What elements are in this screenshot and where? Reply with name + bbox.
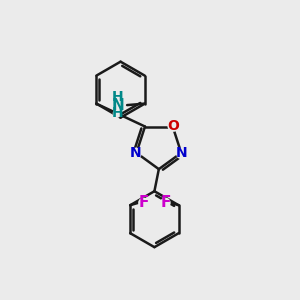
Circle shape	[112, 100, 123, 110]
Circle shape	[167, 120, 179, 132]
Text: N: N	[176, 146, 188, 161]
Circle shape	[130, 148, 142, 159]
Text: F: F	[160, 195, 171, 210]
Text: F: F	[138, 195, 148, 210]
Circle shape	[138, 198, 149, 208]
Text: H: H	[111, 90, 123, 104]
Circle shape	[113, 92, 122, 101]
Circle shape	[113, 109, 122, 118]
Text: H: H	[111, 106, 123, 120]
Circle shape	[160, 198, 171, 208]
Text: N: N	[111, 98, 124, 112]
Text: N: N	[130, 146, 142, 161]
Circle shape	[176, 148, 188, 159]
Text: O: O	[167, 119, 179, 133]
